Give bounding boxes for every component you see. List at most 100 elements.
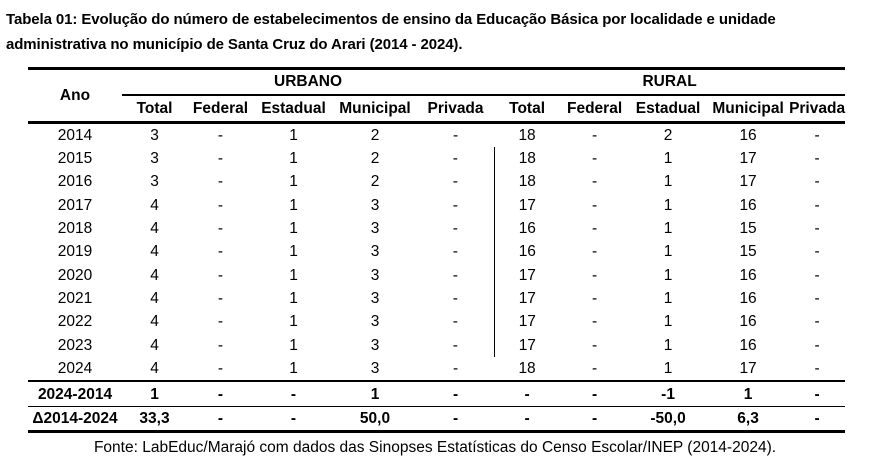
table-row: 2020 4 - 1 3 - 17 - 1 16 -	[28, 263, 845, 288]
rural-value-cell: 18	[518, 359, 536, 377]
rural-value-cell: -	[591, 359, 598, 377]
header-ano: Ano	[28, 68, 122, 124]
header-urbano: URBANO	[122, 68, 495, 96]
rural-value-cell: 17	[493, 310, 561, 334]
rural-value-cell: 15	[739, 243, 757, 261]
rural-value-cell: -	[814, 150, 820, 168]
table-row: 2023 4 - 1 3 - 17 - 1 16 -	[28, 333, 845, 357]
urbano-value-cell: -	[217, 359, 224, 377]
urbano-value-cell: -	[217, 196, 224, 214]
summary-row: 2024-2014 1- -1- - - -1 1-	[28, 380, 846, 407]
urbano-value-cell: -	[452, 266, 458, 284]
rural-value-cell: 17	[493, 287, 561, 311]
urbano-value-cell: -	[452, 359, 459, 377]
rural-summary-cell: -	[494, 406, 561, 432]
rural-value-cell: 18	[493, 147, 561, 171]
urbano-summary-cell: 1	[333, 380, 417, 407]
urbano-summary-cell: -	[187, 406, 254, 432]
table-row: 2015 3 - 1 2 - 18 - 1 17 -	[28, 147, 845, 171]
rural-value-cell: 18	[493, 170, 561, 194]
year-cell: 2024	[57, 359, 93, 377]
urbano-value-cell: 1	[289, 359, 298, 377]
rural-value-cell: 1	[663, 359, 673, 377]
rural-value-cell: 16	[739, 126, 757, 144]
urbano-value-cell: 3	[150, 150, 159, 168]
subheader-urbano-municipal: Municipal	[333, 95, 417, 124]
rural-summary-cell: -	[560, 406, 630, 432]
urbano-value-cell: 2	[370, 126, 380, 144]
urbano-value-cell: 4	[150, 243, 159, 261]
rural-value-cell: -	[591, 243, 598, 261]
rural-value-cell: -	[814, 243, 820, 261]
rural-value-cell: -	[591, 313, 598, 331]
urbano-value-cell: 3	[370, 220, 380, 238]
urbano-value-cell: 4	[150, 336, 159, 354]
subheader-rural-estadual: Estadual	[629, 95, 708, 124]
urbano-summary-cell: -	[254, 406, 333, 432]
urbano-summary-cell: 33,3	[122, 406, 187, 432]
rural-value-cell: -	[814, 336, 820, 354]
rural-value-cell: 17	[493, 333, 561, 357]
rural-summary-cell: -1	[629, 380, 708, 407]
table-row: 2024 4 - 1 3 - 18 - 1 17 -	[28, 357, 845, 381]
year-cell: 2018	[57, 220, 93, 238]
urbano-value-cell: -	[452, 126, 459, 144]
urbano-value-cell: 2	[370, 173, 380, 191]
subheader-rural-privada: Privada	[789, 95, 846, 124]
urbano-value-cell: -	[217, 243, 224, 261]
table-title: Tabela 01: Evolução do número de estabel…	[0, 0, 870, 57]
urbano-value-cell: 3	[370, 289, 380, 307]
urbano-value-cell: 4	[150, 359, 159, 377]
rural-value-cell: -	[814, 289, 820, 307]
table-row: 2014 3 - 1 2 - 18 - 2 16 -	[28, 123, 845, 148]
year-cell: 2016	[57, 173, 93, 191]
urbano-summary-cell: -	[187, 380, 254, 407]
urbano-value-cell: 4	[150, 313, 159, 331]
table-title-line2: administrativa no município de Santa Cru…	[6, 36, 463, 53]
rural-value-cell: 16	[493, 240, 561, 264]
rural-value-cell: 17	[493, 263, 561, 288]
rural-value-cell: -	[591, 336, 598, 354]
rural-value-cell: 17	[493, 193, 561, 218]
rural-value-cell: -	[591, 150, 598, 168]
rural-value-cell: -	[814, 359, 820, 377]
year-cell: 2015	[57, 150, 93, 168]
table-row: 2018 4 - 1 3 - 16 - 1 15 -	[28, 217, 845, 241]
rural-value-cell: -	[591, 196, 598, 214]
urbano-value-cell: 4	[150, 220, 159, 238]
urbano-value-cell: 4	[150, 196, 159, 214]
urbano-value-cell: -	[217, 220, 224, 238]
table-row: 2022 4 - 1 3 - 17 - 1 16 -	[28, 310, 845, 334]
table-source: Fonte: LabEduc/Marajó com dados das Sino…	[93, 439, 777, 457]
urbano-value-cell: -	[452, 150, 458, 168]
urbano-value-cell: 1	[289, 173, 298, 191]
rural-value-cell: 16	[739, 336, 757, 354]
urbano-summary-cell: -	[417, 380, 495, 407]
rural-value-cell: -	[591, 220, 598, 238]
rural-value-cell: -	[814, 196, 820, 214]
urbano-value-cell: -	[217, 266, 224, 284]
year-cell: 2023	[57, 336, 93, 354]
urbano-value-cell: 3	[370, 243, 380, 261]
urbano-value-cell: -	[217, 150, 224, 168]
group-header-row: Ano URBANO RURAL	[28, 68, 846, 124]
rural-summary-cell: 6,3	[707, 406, 790, 432]
rural-value-cell: -	[591, 173, 598, 191]
rural-value-cell: 17	[739, 359, 757, 377]
rural-summary-cell: -	[789, 380, 846, 407]
urbano-value-cell: -	[217, 336, 224, 354]
urbano-value-cell: -	[452, 289, 458, 307]
urbano-value-cell: 1	[289, 336, 298, 354]
rural-value-cell: 17	[739, 150, 757, 168]
year-cell: 2019	[57, 243, 93, 261]
rural-value-cell: 15	[739, 220, 757, 238]
subheader-rural-total: Total	[494, 95, 561, 124]
summary-row: Δ2014-2024 33,3- -50,0- - - -50,0 6,3-	[28, 406, 846, 432]
rural-value-cell: -	[814, 126, 820, 144]
urbano-value-cell: 1	[289, 126, 298, 144]
year-cell: 2014	[57, 126, 93, 144]
urbano-value-cell: -	[452, 220, 458, 238]
rural-value-cell: 1	[663, 150, 673, 168]
urbano-value-cell: -	[217, 173, 224, 191]
urbano-value-cell: 3	[370, 336, 380, 354]
